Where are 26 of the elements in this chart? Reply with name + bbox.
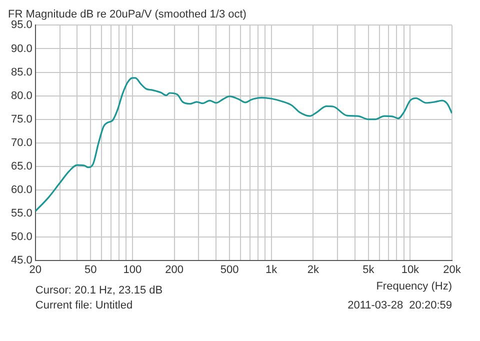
x-tick-label: 10k	[401, 264, 420, 276]
x-tick-label: 20k	[443, 264, 462, 276]
y-tick-label: 85.0	[10, 66, 32, 78]
x-tick-label: 2k	[307, 264, 320, 276]
y-tick-label: 95.0	[10, 19, 32, 32]
text: 2011-03-28 20:20:59	[348, 300, 452, 312]
y-tick-label: 65.0	[10, 160, 32, 172]
x-tick-label: 5k	[362, 264, 375, 276]
y-tick-label: 45.0	[10, 254, 32, 267]
y-tick-label: 75.0	[10, 113, 32, 126]
y-tick-label: 55.0	[10, 208, 32, 220]
y-tick-label: 90.0	[10, 42, 32, 55]
x-tick-label: 1k	[266, 264, 278, 276]
x-tick-label: 200	[165, 264, 184, 276]
y-tick-label: 60.0	[10, 184, 32, 196]
x-axis-title: Frequency (Hz)	[376, 280, 452, 292]
y-tick-label: 80.0	[10, 90, 32, 102]
x-tick-label: 500	[220, 264, 239, 276]
y-tick-label: 50.0	[10, 231, 32, 244]
x-tick-label: 100	[123, 264, 142, 276]
x-tick-label: 50	[84, 264, 97, 276]
chart-title: FR Magnitude dB re 20uPa/V (smoothed 1/3 oct)	[8, 8, 246, 21]
y-tick-label: 70.0	[10, 136, 32, 149]
text: Current file: Untitled	[35, 300, 133, 312]
text: Cursor: 20.1 Hz, 23.15 dB	[35, 284, 163, 297]
x-tick-label: 20	[29, 264, 42, 276]
